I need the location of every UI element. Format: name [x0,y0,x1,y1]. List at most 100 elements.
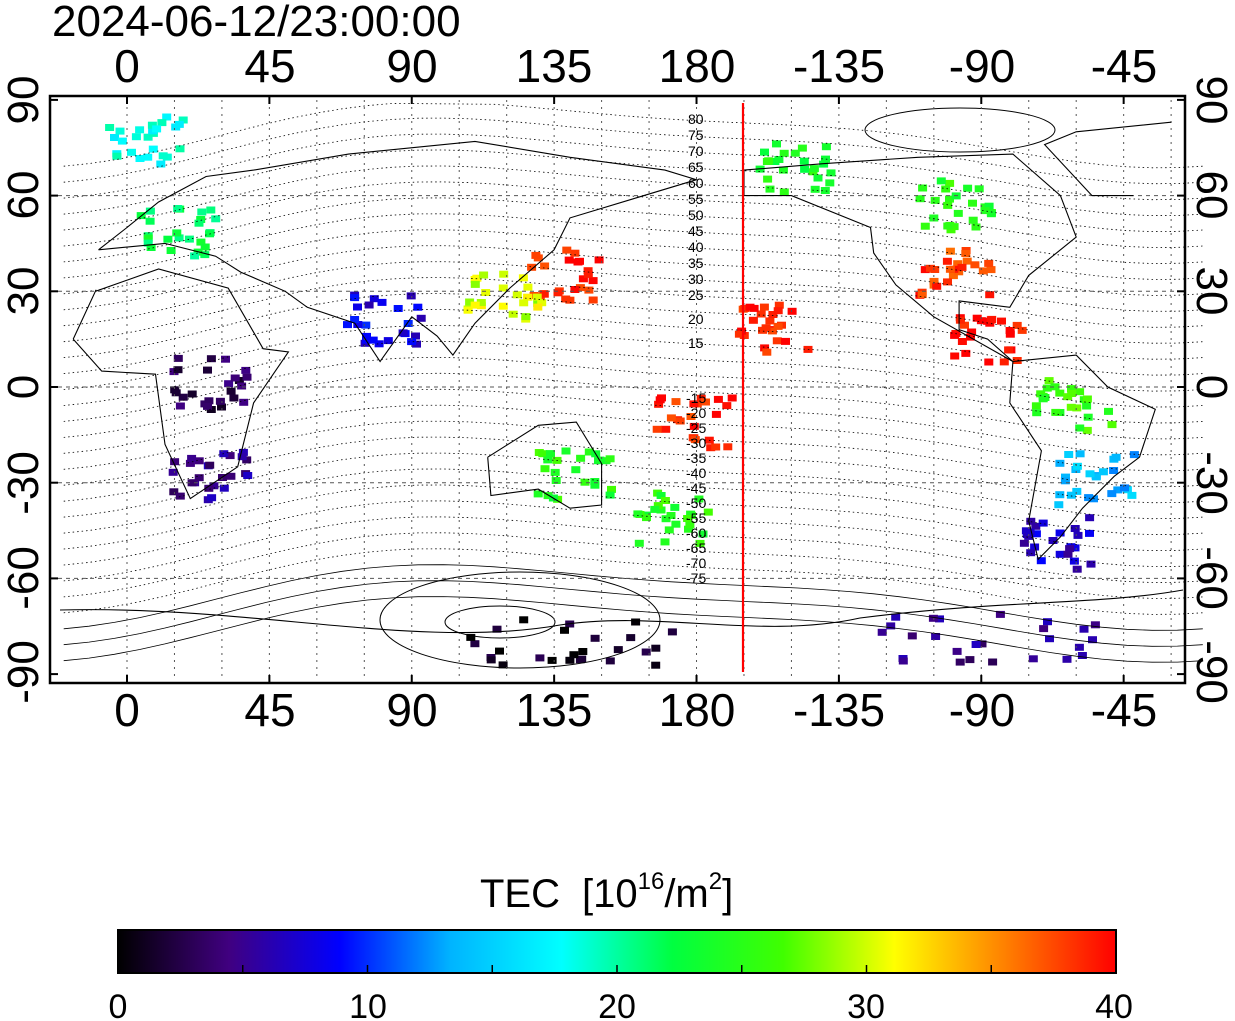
tec-cell [343,321,352,329]
magnetic-contour [63,261,1203,328]
tec-cell [190,252,200,260]
tec-cell [943,201,953,209]
lat-tick-label: 60 [1187,171,1235,220]
magnetic-contour [63,309,1203,376]
tec-cell [135,126,145,134]
tec-cell [634,539,644,547]
tec-cell [984,358,994,366]
tec-cell [762,348,772,356]
tec-cell [479,271,489,279]
tec-cell [204,397,214,405]
top-lon-labels: 0 45 90 135 180 -135 -90 -45 [114,40,1157,92]
tec-cell [1042,384,1052,392]
tec-cell [1024,532,1034,540]
tec-cell [166,247,176,254]
tec-cell [1065,545,1075,553]
tec-cell [686,510,696,518]
tec-cell [1005,330,1015,338]
contour-label: 20 [688,311,704,327]
tec-cell [920,222,930,230]
colorbar-ticks [117,965,1117,973]
tec-cell [957,338,967,345]
tec-cell [105,124,115,131]
tec-cell [999,358,1009,366]
contour-label: 60 [688,175,704,191]
tec-cell [588,296,598,304]
tec-cell [225,452,235,460]
magnetic-contour [63,564,1203,631]
tec-cell [583,267,593,275]
magnetic-contour [864,107,1056,153]
tec-cell [1073,531,1083,539]
tec-cell [1031,530,1041,538]
tec-cell [527,263,537,271]
magnetic-contour [63,468,1203,536]
tec-cell [675,417,685,425]
tec-cell [664,526,674,534]
lon-tick-label: 90 [386,684,437,736]
tec-cell [143,133,153,141]
tec-cell [660,538,670,546]
tec-cell [1031,522,1041,530]
tec-cell [774,156,784,163]
contour-label: -70 [686,555,706,571]
tec-cell [605,491,615,499]
tec-cell [158,152,168,160]
lon-tick-label: 180 [659,684,736,736]
tec-cell [590,481,600,489]
tec-cell [143,153,153,161]
tec-cell [642,514,651,522]
tec-cell [578,275,588,283]
colorbar-tick-label: 0 [109,988,128,1021]
tec-cell [521,313,531,321]
tec-cell [686,413,696,420]
tec-cell [1055,459,1065,467]
lon-tick-label: -135 [793,40,885,92]
magnetic-contour [63,532,1203,599]
tec-cell [576,454,586,462]
tec-cell [945,179,955,187]
magnetic-contour [63,340,1203,408]
tec-cell [1127,491,1137,499]
tec-cell [1044,377,1054,385]
tec-cell [1085,529,1094,537]
tec-cell [1050,383,1060,391]
tec-cell [1098,468,1108,476]
tec-cell [926,264,935,272]
coastline [487,421,603,509]
lat-tick-label: 30 [1187,267,1235,316]
tec-cell [174,234,184,242]
tec-cell [952,647,962,655]
colorbar-unit-mid: /m [664,872,708,916]
tec-cell [1054,501,1064,509]
tec-cell [1074,643,1084,651]
tec-cell [546,450,555,458]
tec-cell [917,291,927,299]
tec-cell [930,196,940,204]
tec-cell [813,174,823,182]
contour-label: 70 [688,143,704,159]
tec-cell [790,149,800,157]
tec-cell [1055,529,1065,537]
tec-cell [173,366,183,374]
contour-label: 80 [688,111,704,127]
contour-label: -60 [686,525,706,541]
tec-cell [561,447,571,455]
tec-cell [1036,557,1046,565]
tec-cell [1113,486,1123,494]
magnetic-contour [63,548,1203,615]
tec-cell [740,305,750,312]
tec-cell [575,257,584,265]
tec-cell [131,133,141,141]
lat-tick-label: 90 [0,76,48,125]
tec-cell [1032,409,1042,417]
tec-cell [239,398,249,406]
tec-cell [760,148,769,156]
magnetic-contour [63,325,1203,392]
tec-cell [971,223,981,231]
tec-cell [957,263,967,271]
tec-cell [203,402,212,410]
tec-cell [666,414,676,422]
tec-cell [768,311,778,318]
